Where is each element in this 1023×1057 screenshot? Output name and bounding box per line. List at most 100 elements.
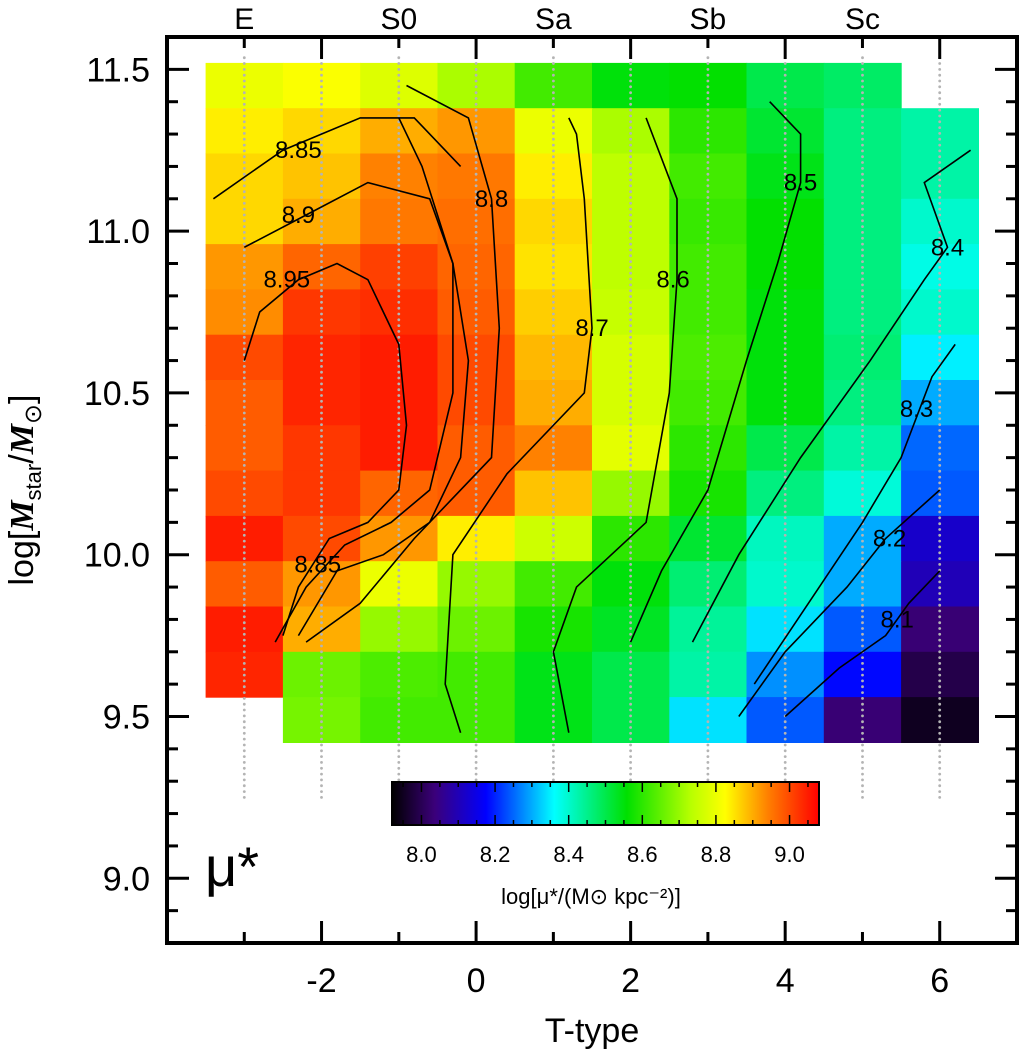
data-point bbox=[783, 213, 787, 217]
data-point bbox=[938, 563, 942, 566]
data-point bbox=[552, 376, 555, 380]
data-point bbox=[706, 662, 710, 665]
data-point bbox=[938, 353, 942, 357]
data-point bbox=[783, 487, 787, 491]
contour-label: 8.9 bbox=[282, 202, 315, 229]
data-point bbox=[861, 399, 864, 403]
data-point bbox=[706, 656, 710, 659]
data-point bbox=[938, 370, 942, 374]
data-point bbox=[474, 411, 478, 415]
data-point bbox=[861, 434, 864, 438]
data-point bbox=[242, 766, 246, 770]
data-point bbox=[938, 586, 942, 590]
data-point bbox=[474, 673, 478, 677]
data-point bbox=[474, 761, 478, 764]
data-point bbox=[629, 312, 632, 316]
data-point bbox=[552, 755, 555, 758]
heatmap-cell bbox=[901, 334, 979, 381]
data-point bbox=[783, 405, 787, 409]
data-point bbox=[861, 417, 864, 421]
data-point bbox=[474, 225, 478, 229]
data-point bbox=[397, 609, 401, 613]
data-point bbox=[938, 737, 942, 741]
data-point bbox=[783, 452, 787, 456]
data-point bbox=[629, 143, 632, 147]
heatmap-cells bbox=[205, 62, 979, 743]
data-point bbox=[783, 132, 787, 135]
data-point bbox=[938, 62, 942, 65]
data-point bbox=[397, 254, 401, 258]
data-point bbox=[552, 720, 555, 724]
data-point bbox=[938, 446, 942, 450]
data-point bbox=[242, 207, 246, 211]
data-point bbox=[552, 79, 555, 83]
data-point bbox=[783, 68, 787, 71]
data-point bbox=[320, 126, 323, 129]
data-point bbox=[938, 155, 942, 159]
data-point bbox=[861, 539, 864, 543]
data-point bbox=[397, 178, 401, 182]
data-point bbox=[706, 399, 710, 403]
data-point bbox=[706, 114, 710, 118]
data-point bbox=[861, 114, 864, 118]
data-point bbox=[320, 330, 323, 333]
data-point bbox=[474, 91, 478, 95]
data-point bbox=[320, 434, 323, 438]
data-point bbox=[397, 539, 401, 543]
data-point bbox=[320, 236, 323, 240]
data-point bbox=[242, 499, 246, 502]
data-point bbox=[783, 324, 787, 327]
data-point bbox=[629, 574, 632, 578]
data-point bbox=[474, 388, 478, 392]
data-point bbox=[242, 469, 246, 473]
data-point bbox=[397, 417, 401, 421]
data-point bbox=[629, 190, 632, 194]
data-point bbox=[629, 370, 632, 374]
data-point bbox=[629, 662, 632, 665]
data-point bbox=[629, 499, 632, 502]
data-point bbox=[552, 440, 555, 444]
contour-label: 8.6 bbox=[656, 267, 689, 294]
data-point bbox=[397, 172, 401, 176]
data-point bbox=[706, 178, 710, 182]
data-point bbox=[320, 341, 323, 345]
data-point bbox=[474, 79, 478, 83]
data-point bbox=[397, 399, 401, 403]
data-point bbox=[474, 370, 478, 374]
data-point bbox=[938, 772, 942, 776]
data-point bbox=[783, 283, 787, 287]
data-point bbox=[629, 137, 632, 141]
data-point bbox=[861, 236, 864, 240]
data-point bbox=[242, 347, 246, 351]
data-point bbox=[242, 312, 246, 316]
data-point bbox=[320, 120, 323, 124]
data-point bbox=[629, 434, 632, 438]
contour-line bbox=[212, 117, 462, 200]
data-point bbox=[242, 394, 246, 397]
data-point bbox=[474, 708, 478, 712]
data-point bbox=[938, 667, 942, 671]
data-point bbox=[397, 382, 401, 386]
y-tick-label: 10.0 bbox=[84, 537, 150, 575]
data-point bbox=[706, 254, 710, 258]
morphology-label: Sa bbox=[535, 3, 572, 36]
data-point bbox=[629, 225, 632, 229]
data-point bbox=[474, 772, 478, 776]
contour-label: 8.5 bbox=[784, 170, 817, 197]
data-point bbox=[629, 388, 632, 392]
data-point bbox=[320, 114, 323, 118]
data-point bbox=[320, 603, 323, 607]
data-point bbox=[242, 539, 246, 543]
data-point bbox=[629, 580, 632, 584]
data-point bbox=[706, 632, 710, 636]
data-point bbox=[242, 382, 246, 386]
data-point bbox=[629, 62, 632, 65]
data-point bbox=[938, 126, 942, 129]
data-point bbox=[629, 464, 632, 467]
data-point bbox=[783, 726, 787, 729]
data-point bbox=[629, 359, 632, 362]
data-point bbox=[783, 295, 787, 298]
data-point bbox=[242, 161, 246, 164]
data-point bbox=[783, 761, 787, 764]
heatmap-cell bbox=[669, 334, 748, 381]
